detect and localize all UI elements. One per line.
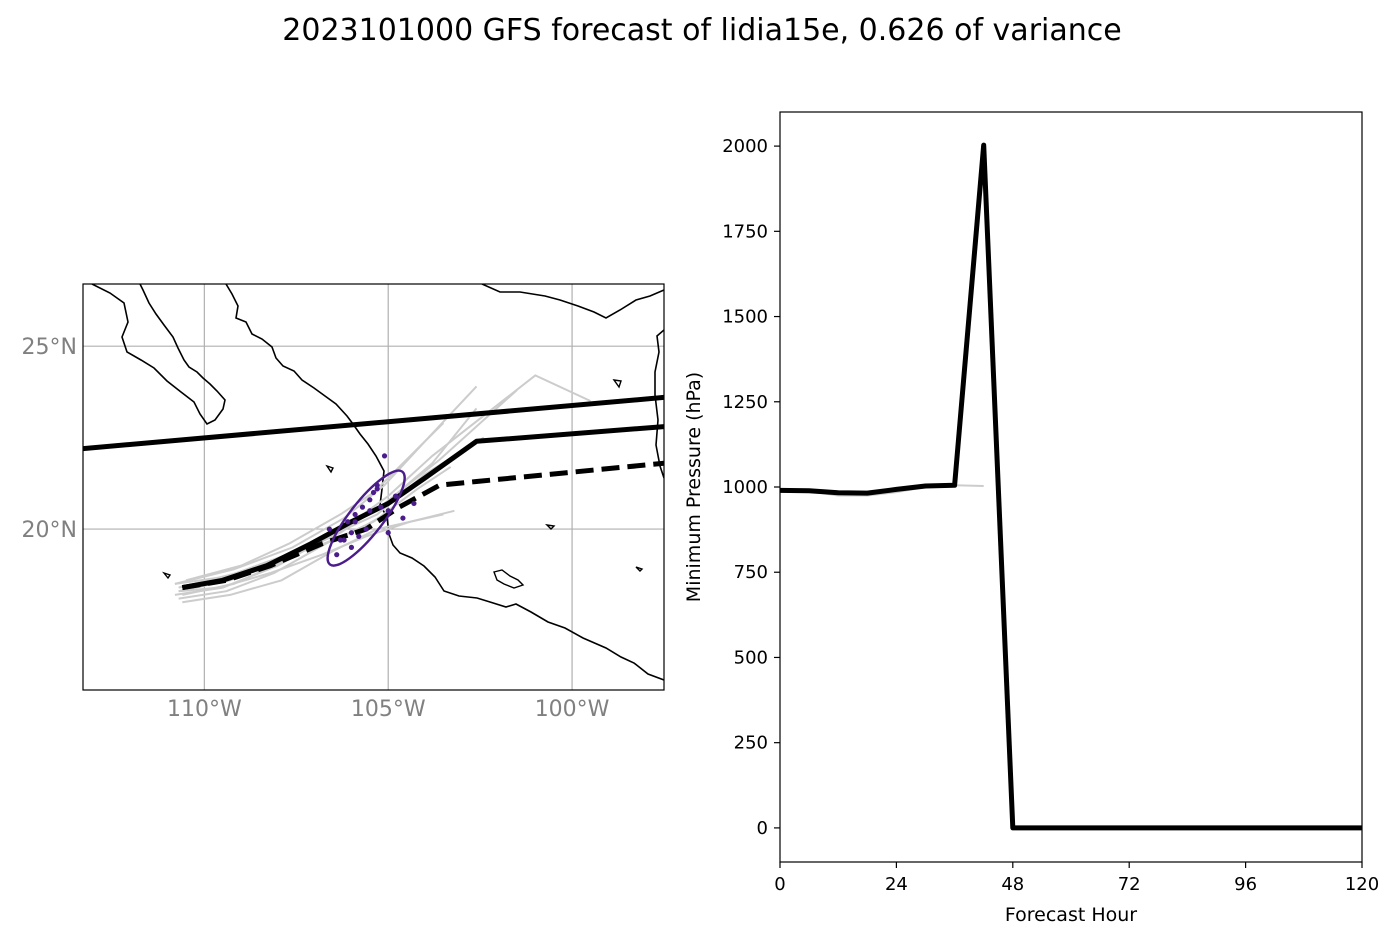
pressure-line xyxy=(780,142,1362,831)
position-point xyxy=(363,526,369,532)
coastline-gulf xyxy=(654,329,664,479)
lat-tick-label: 20°N xyxy=(22,518,77,543)
coastline-island-2 xyxy=(325,464,334,474)
y-tick-label: 1750 xyxy=(722,221,768,242)
track-line-solid xyxy=(83,394,664,452)
position-point xyxy=(392,493,399,499)
pressure-axis-ticks: 0 24 48 72 96 120 0 250 500 750 1000 1250 1500 1750 20… xyxy=(722,136,1379,895)
y-tick-label: 500 xyxy=(734,647,768,668)
lon-tick-label: 100°W xyxy=(535,697,610,722)
uncertainty-ellipse xyxy=(326,469,406,567)
plot-background xyxy=(780,112,1362,862)
y-tick-label: 1000 xyxy=(722,477,768,498)
lon-tick-label: 105°W xyxy=(351,697,426,722)
ensemble-track xyxy=(182,513,444,604)
position-point xyxy=(411,500,417,507)
coastlines xyxy=(83,284,664,681)
coastline-island-5 xyxy=(635,566,644,572)
lat-tick-label: 25°N xyxy=(22,335,77,360)
x-tick-label: 24 xyxy=(885,874,908,895)
coastline-lake xyxy=(493,569,525,589)
position-point xyxy=(348,544,355,550)
position-point xyxy=(352,519,358,525)
position-point xyxy=(345,519,351,525)
position-point xyxy=(337,537,344,543)
position-point xyxy=(356,533,362,539)
position-point xyxy=(378,504,384,510)
position-point xyxy=(381,453,388,459)
position-point xyxy=(352,511,358,518)
track-map-panel: 110°W 105°W 100°W 20°N 25°N xyxy=(22,283,665,722)
map-frame xyxy=(82,283,665,691)
position-point xyxy=(374,486,380,492)
ensemble-track xyxy=(185,422,445,582)
position-point xyxy=(334,552,340,558)
position-point xyxy=(348,530,355,536)
coastline-island-1 xyxy=(161,571,172,580)
position-point xyxy=(367,497,373,503)
coastline-island-4 xyxy=(612,379,622,389)
pressure-series-layer xyxy=(780,142,1362,831)
position-point xyxy=(400,515,406,521)
y-tick-label: 250 xyxy=(734,733,768,754)
x-tick-label: 120 xyxy=(1345,874,1379,895)
y-tick-label: 750 xyxy=(734,562,768,583)
y-tick-label: 0 xyxy=(757,818,768,839)
figure-title: 2023101000 GFS forecast of lidia15e, 0.6… xyxy=(282,13,1121,48)
position-point xyxy=(370,489,377,496)
x-tick-label: 48 xyxy=(1001,874,1024,895)
coastline-baja xyxy=(91,284,226,426)
x-tick-label: 72 xyxy=(1118,874,1141,895)
coastline-north xyxy=(481,284,664,319)
y-tick-label: 2000 xyxy=(722,136,768,157)
position-point xyxy=(341,537,347,543)
y-tick-label: 1500 xyxy=(722,307,768,328)
lon-tick-label: 110°W xyxy=(167,697,242,722)
position-point xyxy=(367,508,373,514)
x-tick-label: 0 xyxy=(774,874,785,895)
pressure-plot-panel: 0 24 48 72 96 120 0 250 500 750 1000 1250 1500 1750 20… xyxy=(683,111,1379,926)
position-point xyxy=(359,504,366,510)
x-tick-label: 96 xyxy=(1234,874,1257,895)
ensemble-track xyxy=(178,509,455,593)
map-tick-labels: 110°W 105°W 100°W 20°N 25°N xyxy=(22,335,610,722)
y-tick-label: 1250 xyxy=(722,392,768,413)
position-point xyxy=(385,530,391,536)
y-axis-label: Minimum Pressure (hPa) xyxy=(683,372,705,602)
x-axis-label: Forecast Hour xyxy=(1005,904,1137,926)
map-gridlines xyxy=(83,284,664,690)
position-point xyxy=(326,526,332,532)
map-series-layer xyxy=(83,374,664,604)
coastline-island-3 xyxy=(545,524,556,530)
